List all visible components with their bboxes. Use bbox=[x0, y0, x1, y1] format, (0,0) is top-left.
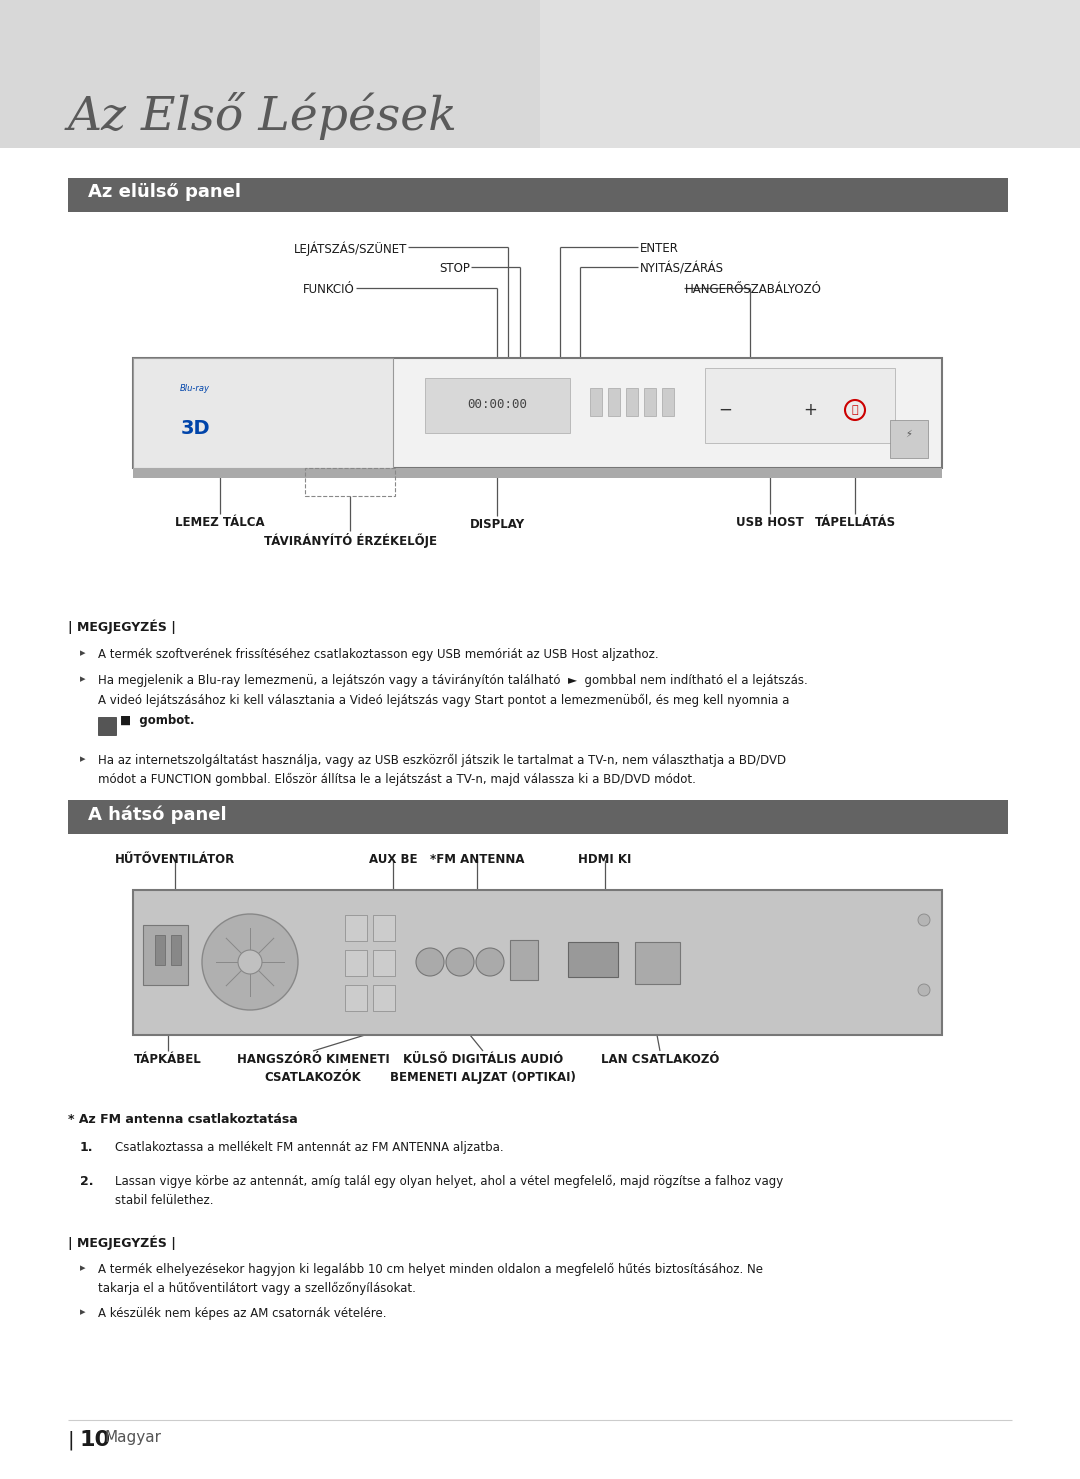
Text: HŰTŐVENTILÁTOR: HŰTŐVENTILÁTOR bbox=[114, 853, 235, 867]
Bar bbox=[143, 924, 188, 985]
Bar bbox=[345, 916, 367, 941]
Text: Az Első Lépések: Az Első Lépések bbox=[68, 92, 458, 141]
Circle shape bbox=[446, 948, 474, 976]
Bar bbox=[373, 985, 395, 1012]
Bar bbox=[626, 387, 638, 416]
Text: A termék szoftverének frissítéséhez csatlakoztasson egy USB memóriát az USB Host: A termék szoftverének frissítéséhez csat… bbox=[98, 648, 659, 661]
Bar bbox=[0, 0, 1080, 148]
Text: ▸: ▸ bbox=[80, 648, 85, 658]
Text: A készülék nem képes az AM csatornák vételére.: A készülék nem képes az AM csatornák vét… bbox=[98, 1307, 387, 1319]
Text: 3D: 3D bbox=[180, 419, 210, 438]
Text: HDMI KI: HDMI KI bbox=[578, 853, 632, 867]
Text: DISPLAY: DISPLAY bbox=[470, 518, 525, 531]
Bar bbox=[171, 935, 181, 964]
Text: |: | bbox=[68, 1430, 75, 1449]
Bar bbox=[68, 177, 1008, 211]
Text: Ha megjelenik a Blu-ray lemezmenü, a lejátszón vagy a távirányítón található  ► : Ha megjelenik a Blu-ray lemezmenü, a lej… bbox=[98, 674, 808, 688]
Bar bbox=[133, 890, 942, 1035]
Text: STOP: STOP bbox=[440, 262, 470, 275]
Text: −: − bbox=[718, 401, 732, 419]
Bar bbox=[510, 941, 538, 981]
Circle shape bbox=[918, 914, 930, 926]
Text: stabil felülethez.: stabil felülethez. bbox=[114, 1194, 214, 1207]
Text: 00:00:00: 00:00:00 bbox=[467, 398, 527, 411]
Text: LEMEZ TÁLCA: LEMEZ TÁLCA bbox=[175, 516, 265, 529]
Text: A termék elhelyezésekor hagyjon ki legalább 10 cm helyet minden oldalon a megfel: A termék elhelyezésekor hagyjon ki legal… bbox=[98, 1263, 762, 1276]
Text: *FM ANTENNA: *FM ANTENNA bbox=[430, 853, 524, 867]
Text: Blu-ray: Blu-ray bbox=[180, 385, 210, 393]
Text: TÁVIRÁNYÍTÓ ÉRZÉKELŐJE: TÁVIRÁNYÍTÓ ÉRZÉKELŐJE bbox=[264, 532, 436, 549]
Bar bbox=[0, 0, 540, 148]
Text: NYITÁS/ZÁRÁS: NYITÁS/ZÁRÁS bbox=[640, 262, 724, 275]
Bar bbox=[373, 916, 395, 941]
Text: 2.: 2. bbox=[80, 1174, 94, 1188]
Bar bbox=[68, 800, 1008, 834]
Text: ENTER: ENTER bbox=[640, 243, 679, 254]
Text: USB HOST: USB HOST bbox=[737, 516, 804, 529]
Bar bbox=[305, 467, 395, 495]
Text: módot a FUNCTION gombbal. Először állítsa le a lejátszást a TV-n, majd válassza : módot a FUNCTION gombbal. Először állíts… bbox=[98, 774, 696, 787]
Text: Csatlakoztassa a mellékelt FM antennát az FM ANTENNA aljzatba.: Csatlakoztassa a mellékelt FM antennát a… bbox=[114, 1140, 503, 1154]
Bar bbox=[133, 467, 942, 478]
Text: A videó lejátszásához ki kell választania a Videó lejátszás vagy Start pontot a : A videó lejátszásához ki kell választani… bbox=[98, 694, 789, 707]
Text: Ha az internetszolgáltatást használja, vagy az USB eszközről játszik le tartalma: Ha az internetszolgáltatást használja, v… bbox=[98, 754, 786, 768]
Bar bbox=[345, 950, 367, 976]
Text: HANGSZÓRÓ KIMENETI: HANGSZÓRÓ KIMENETI bbox=[237, 1053, 390, 1066]
Text: LAN CSATLAKOZÓ: LAN CSATLAKOZÓ bbox=[600, 1053, 719, 1066]
Circle shape bbox=[476, 948, 504, 976]
Text: AUX BE: AUX BE bbox=[368, 853, 417, 867]
Text: TÁPELLÁTÁS: TÁPELLÁTÁS bbox=[814, 516, 895, 529]
Text: ■  gombot.: ■ gombot. bbox=[120, 714, 194, 728]
Text: ▸: ▸ bbox=[80, 674, 85, 683]
Text: ⏻: ⏻ bbox=[852, 405, 859, 416]
Text: +: + bbox=[804, 401, 816, 419]
Text: | MEGJEGYZÉS |: | MEGJEGYZÉS | bbox=[68, 620, 176, 634]
Text: ⚡: ⚡ bbox=[905, 429, 913, 439]
Text: Az elülső panel: Az elülső panel bbox=[87, 183, 241, 201]
Text: HANGERŐSZABÁLYOZÓ: HANGERŐSZABÁLYOZÓ bbox=[685, 282, 822, 296]
Text: TÁPKÁBEL: TÁPKÁBEL bbox=[134, 1053, 202, 1066]
Bar bbox=[373, 950, 395, 976]
Text: CSATLAKOZÓK: CSATLAKOZÓK bbox=[265, 1071, 362, 1084]
Bar bbox=[345, 985, 367, 1012]
Bar bbox=[705, 368, 895, 444]
Text: KÜLSŐ DIGITÁLIS AUDIÓ: KÜLSŐ DIGITÁLIS AUDIÓ bbox=[403, 1053, 563, 1066]
Text: ▸: ▸ bbox=[80, 754, 85, 765]
Bar bbox=[133, 358, 942, 467]
Text: ▸: ▸ bbox=[80, 1263, 85, 1273]
Bar bbox=[156, 935, 165, 964]
Text: 1.: 1. bbox=[80, 1140, 94, 1154]
Text: Magyar: Magyar bbox=[105, 1430, 162, 1445]
Text: * Az FM antenna csatlakoztatása: * Az FM antenna csatlakoztatása bbox=[68, 1114, 298, 1126]
Text: takarja el a hűtőventilátort vagy a szellőzőnyílásokat.: takarja el a hűtőventilátort vagy a szel… bbox=[98, 1282, 416, 1296]
Bar bbox=[662, 387, 674, 416]
Bar bbox=[644, 387, 656, 416]
Text: LEJÁTSZÁS/SZÜNET: LEJÁTSZÁS/SZÜNET bbox=[294, 243, 407, 256]
Bar bbox=[568, 942, 618, 978]
Text: ▸: ▸ bbox=[80, 1307, 85, 1316]
Bar bbox=[98, 717, 116, 735]
Text: A hátsó panel: A hátsó panel bbox=[87, 805, 227, 824]
Bar bbox=[590, 387, 602, 416]
Circle shape bbox=[918, 984, 930, 995]
Bar bbox=[608, 387, 620, 416]
Circle shape bbox=[202, 914, 298, 1010]
Circle shape bbox=[416, 948, 444, 976]
Bar bbox=[890, 420, 928, 458]
Circle shape bbox=[238, 950, 262, 975]
Text: | MEGJEGYZÉS |: | MEGJEGYZÉS | bbox=[68, 1235, 176, 1250]
Text: Lassan vigye körbe az antennát, amíg talál egy olyan helyet, ahol a vétel megfel: Lassan vigye körbe az antennát, amíg tal… bbox=[114, 1174, 783, 1188]
Text: 10: 10 bbox=[80, 1430, 111, 1449]
Bar bbox=[426, 379, 570, 433]
Bar bbox=[133, 358, 393, 467]
Text: BEMENETI ALJZAT (OPTIKAI): BEMENETI ALJZAT (OPTIKAI) bbox=[390, 1071, 576, 1084]
Text: FUNKCIÓ: FUNKCIÓ bbox=[303, 282, 355, 296]
Bar bbox=[635, 942, 680, 984]
